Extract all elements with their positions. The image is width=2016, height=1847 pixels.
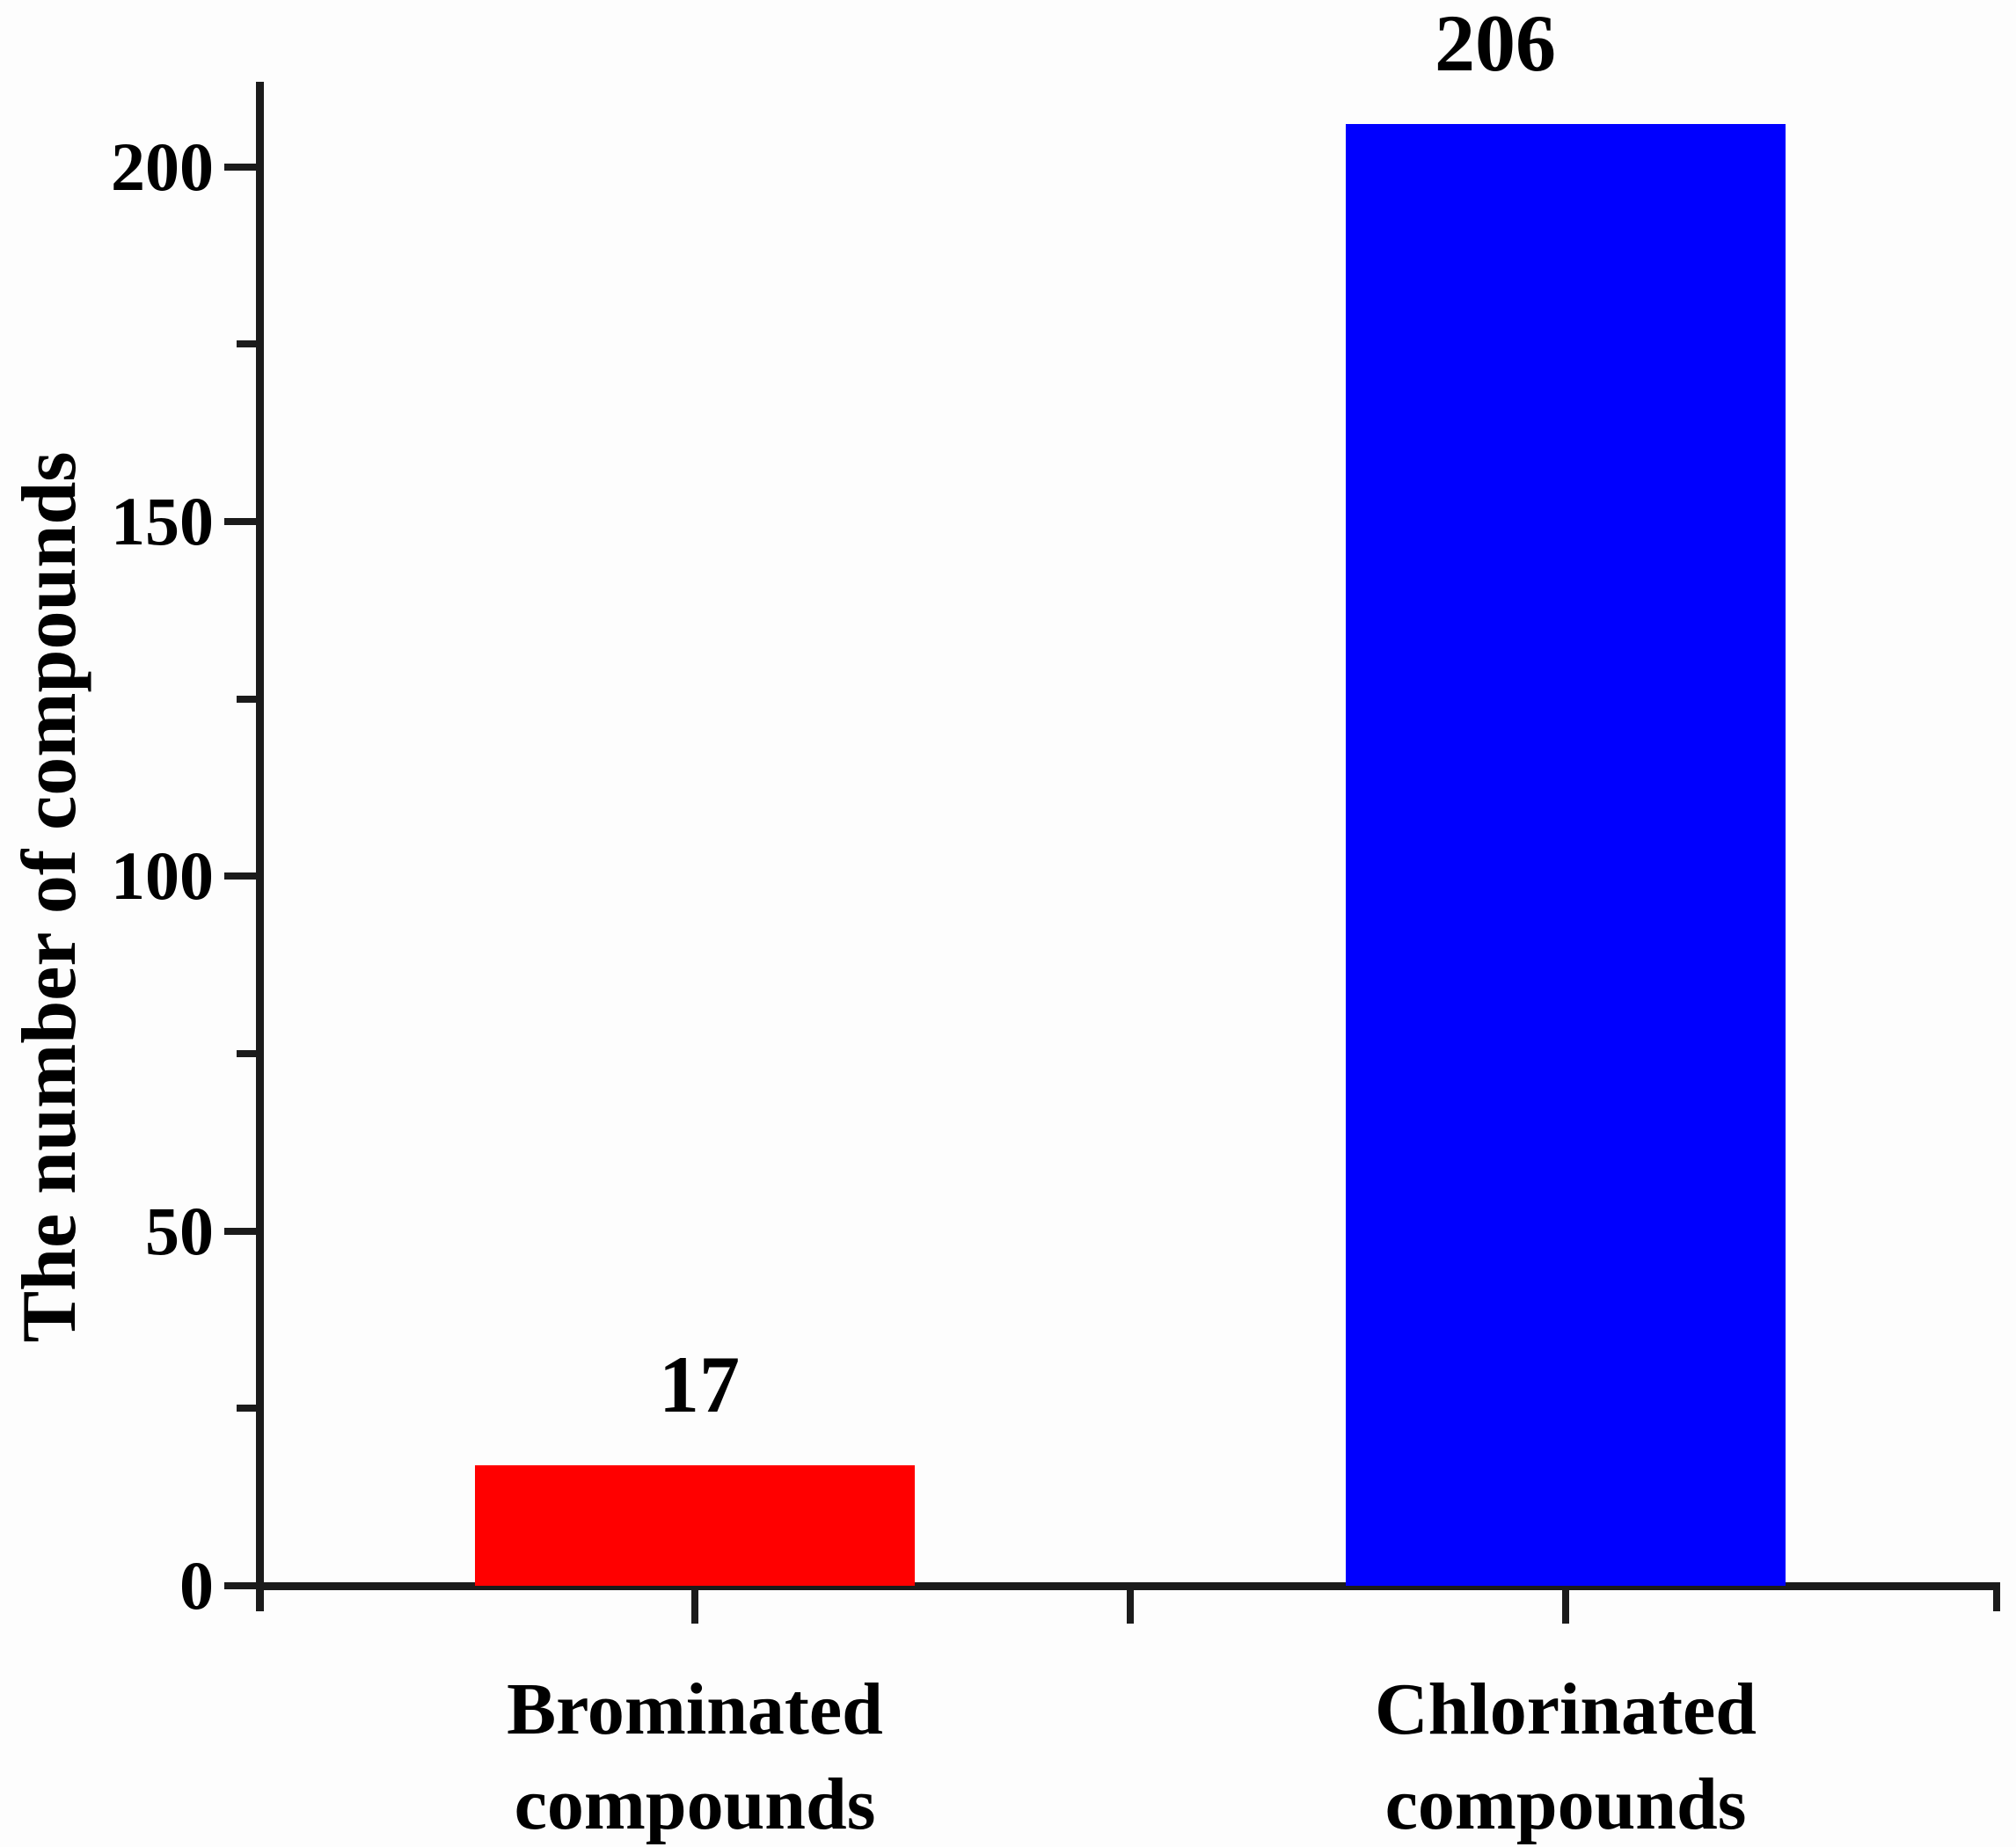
y-tick-label: 100 [111, 837, 214, 915]
x-axis-end-tick [1993, 1590, 2000, 1611]
category-label-line: compounds [1384, 1763, 1747, 1845]
category-label-chlorinated: Chlorinated compounds [1231, 1662, 1900, 1847]
y-major-tick [224, 1582, 256, 1589]
y-minor-tick [237, 340, 256, 348]
x-tick [1562, 1590, 1569, 1624]
y-major-tick [224, 163, 256, 171]
x-axis-line [256, 1582, 2000, 1590]
y-axis-line [256, 82, 264, 1611]
y-minor-tick [237, 695, 256, 703]
category-label-brominated: Brominated compounds [361, 1662, 1029, 1847]
category-label-line: Chlorinated [1374, 1668, 1757, 1750]
y-major-tick [224, 1227, 256, 1235]
x-tick [1127, 1590, 1134, 1624]
y-tick-label: 150 [111, 483, 214, 560]
y-minor-tick [237, 1050, 256, 1058]
bar-chlorinated-compounds [1346, 124, 1786, 1586]
y-tick-label: 50 [145, 1192, 214, 1269]
y-tick-label: 200 [111, 128, 214, 205]
category-label-line: Brominated [507, 1668, 883, 1750]
y-major-tick [224, 518, 256, 526]
bar-value-label-chlorinated: 206 [1435, 0, 1556, 89]
y-major-tick [224, 872, 256, 880]
category-label-line: compounds [514, 1763, 876, 1845]
y-tick-label: 0 [179, 1547, 214, 1624]
bar-value-label-brominated: 17 [659, 1339, 740, 1429]
bar-brominated-compounds [475, 1464, 915, 1586]
x-tick [691, 1590, 698, 1624]
y-minor-tick [237, 1405, 256, 1413]
